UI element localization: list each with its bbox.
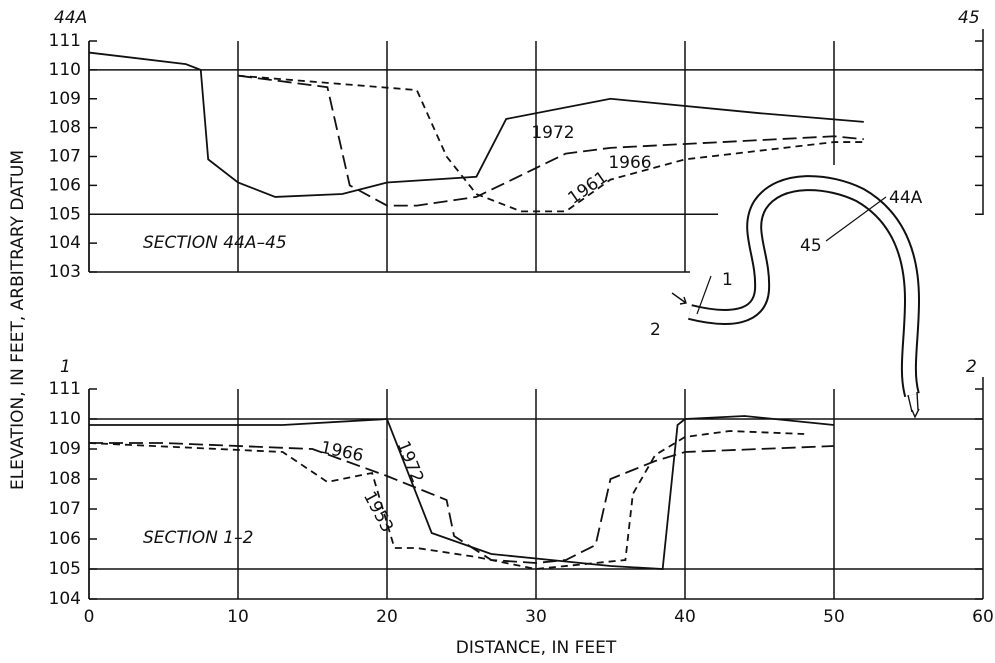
x-tick-label: 10 [227,607,249,627]
series-label: 1966 [319,438,365,467]
x-tick-label: 0 [84,607,95,627]
y-tick-label: 106 [49,529,81,549]
y-tick-label: 109 [49,439,81,459]
y-tick-label: 104 [49,233,81,253]
map-label: 1 [722,270,733,290]
section-label: SECTION 44A–45 [143,233,287,253]
series-line [88,51,864,198]
flow-arrow [671,292,920,419]
y-tick-label: 109 [49,89,81,109]
x-tick-label: 60 [972,607,994,627]
x-tick-label: 20 [376,607,398,627]
x-tick-label: 40 [674,607,696,627]
x-axis-label: DISTANCE, IN FEET [456,638,617,658]
series-line [88,430,805,570]
y-tick-label: 108 [49,469,81,489]
map-label: 45 [800,236,822,256]
map-label: 44A [889,188,923,208]
y-tick-label: 107 [49,147,81,167]
series-line [237,74,864,213]
end-label: 44A [54,8,87,28]
y-tick-label: 104 [49,589,81,609]
series-label: 1966 [608,153,651,173]
y-tick-label: 111 [49,379,81,399]
y-tick-label: 105 [49,559,81,579]
series-line [89,415,835,570]
y-tick-label: 105 [49,204,81,224]
map-label: 2 [650,320,661,340]
y-tick-label: 106 [49,175,81,195]
y-tick-label: 107 [49,499,81,519]
end-label: 1 [60,357,71,377]
y-tick-label: 110 [49,60,81,80]
series-line [89,442,835,564]
series-label: 1961 [565,167,612,208]
series-label: 1953 [359,488,397,536]
section-line [696,196,887,315]
end-label: 2 [966,357,977,377]
series-line [237,74,864,207]
end-label: 45 [958,8,980,28]
y-tick-label: 103 [49,262,81,282]
y-tick-label: 108 [49,118,81,138]
y-tick-label: 111 [49,31,81,51]
series-label: 1972 [393,438,428,486]
section-label: SECTION 1–2 [143,528,253,548]
y-axis-label: ELEVATION, IN FEET, ARBITRARY DATUM [8,150,28,490]
x-tick-label: 50 [823,607,845,627]
y-tick-label: 110 [49,409,81,429]
series-label: 1972 [531,123,574,143]
river-water [688,177,919,397]
x-tick-label: 30 [525,607,547,627]
river-map: 44A 45 1 2 [650,175,923,419]
